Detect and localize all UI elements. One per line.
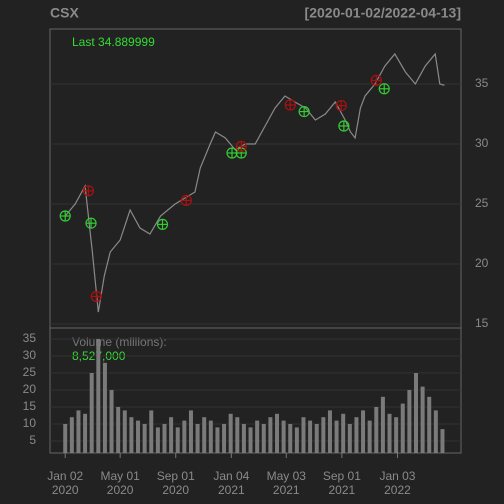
volume-bar — [387, 413, 392, 453]
volume-bar — [188, 410, 193, 453]
volume-bar — [155, 427, 160, 453]
volume-bar — [380, 396, 385, 453]
signal-marker — [226, 147, 238, 159]
y2-tick-label: 35 — [23, 331, 37, 345]
volume-bar — [149, 410, 154, 453]
volume-bar — [116, 407, 121, 453]
chart-title: CSX — [50, 5, 79, 21]
volume-bar — [63, 424, 68, 453]
y-tick-label: 15 — [475, 316, 489, 330]
volume-bar — [308, 420, 313, 453]
volume-bar — [109, 390, 114, 453]
volume-bar — [235, 417, 240, 453]
volume-bar — [334, 420, 339, 453]
volume-bar — [314, 424, 319, 453]
volume-bar — [136, 420, 141, 453]
signal-marker — [82, 185, 94, 197]
volume-bar — [268, 417, 273, 453]
volume-bar — [76, 410, 81, 453]
volume-bar — [281, 420, 286, 453]
signal-marker — [298, 105, 310, 118]
volume-bar — [400, 403, 405, 453]
signal-marker — [284, 99, 296, 111]
volume-bar — [327, 410, 332, 453]
y-tick-label: 30 — [475, 136, 489, 150]
y2-tick-label: 5 — [29, 433, 36, 447]
volume-bar — [122, 410, 127, 453]
x-tick-label: Jan 04 2021 — [213, 469, 250, 497]
volume-bar — [288, 424, 293, 453]
signal-marker — [370, 74, 382, 86]
volume-bar — [102, 362, 107, 453]
x-tick-label: May 03 2021 — [266, 469, 306, 497]
volume-bar — [222, 424, 227, 453]
price-panel — [49, 28, 462, 329]
volume-bar — [394, 417, 399, 453]
signal-marker — [85, 217, 97, 229]
volume-bar — [341, 413, 346, 453]
volume-bar — [69, 417, 74, 453]
volume-bar — [241, 424, 246, 453]
x-tick-label: Sep 01 2021 — [322, 469, 361, 497]
volume-bar — [294, 427, 299, 453]
volume-bar — [413, 373, 418, 453]
x-tick-label: Jan 02 2020 — [47, 469, 84, 497]
volume-bar — [440, 429, 445, 453]
y2-tick-label: 15 — [23, 399, 37, 413]
date-range: [2020-01-02/2022-04-13] — [305, 5, 461, 21]
y2-tick-label: 25 — [23, 365, 37, 379]
y2-tick-label: 30 — [23, 348, 37, 362]
signal-marker — [335, 99, 347, 112]
volume-bar — [301, 417, 306, 453]
signal-marker — [156, 218, 169, 231]
volume-bar — [175, 427, 180, 453]
volume-bar — [427, 396, 432, 453]
volume-bar — [261, 424, 266, 453]
volume-bar — [228, 413, 233, 453]
volume-bar — [142, 424, 147, 453]
volume-bar — [255, 420, 260, 453]
last-price: Last 34.889999 — [72, 35, 155, 49]
y2-tick-label: 10 — [23, 416, 37, 430]
volume-bar — [433, 410, 438, 453]
x-tick-label: Jan 03 2022 — [379, 469, 416, 497]
volume-bar — [374, 407, 379, 453]
volume-bar — [248, 427, 253, 453]
volume-bar — [182, 420, 187, 453]
x-tick-label: May 01 2020 — [100, 469, 140, 497]
y-tick-label: 20 — [475, 256, 489, 270]
volume-bar — [354, 417, 359, 453]
x-tick-label: Sep 01 2020 — [156, 469, 195, 497]
volume-bar — [162, 424, 167, 453]
signal-marker — [378, 83, 390, 95]
volume-bar — [215, 427, 220, 453]
signal-marker — [180, 194, 192, 207]
signal-marker — [235, 140, 247, 152]
volume-bar — [96, 339, 101, 453]
volume-bar — [347, 424, 352, 453]
volume-bar — [275, 413, 280, 453]
volume-bar — [420, 386, 425, 453]
volume-label: Volume (millions): — [72, 335, 167, 349]
signal-marker — [90, 290, 102, 303]
volume-bar — [89, 373, 94, 453]
volume-bar — [83, 413, 88, 453]
volume-bar — [195, 424, 200, 453]
volume-bar — [208, 420, 213, 453]
y2-tick-label: 20 — [23, 382, 37, 396]
price-line — [64, 52, 445, 313]
signal-marker — [59, 210, 71, 222]
y-tick-label: 25 — [475, 196, 489, 210]
volume-bar — [407, 390, 412, 453]
volume-bar — [367, 420, 372, 453]
signal-marker — [338, 120, 350, 132]
volume-bar — [321, 417, 326, 453]
volume-bar — [361, 410, 366, 453]
volume-bar — [129, 417, 134, 453]
volume-bar — [202, 417, 207, 453]
y-tick-label: 35 — [475, 76, 489, 90]
volume-bar — [169, 417, 174, 453]
